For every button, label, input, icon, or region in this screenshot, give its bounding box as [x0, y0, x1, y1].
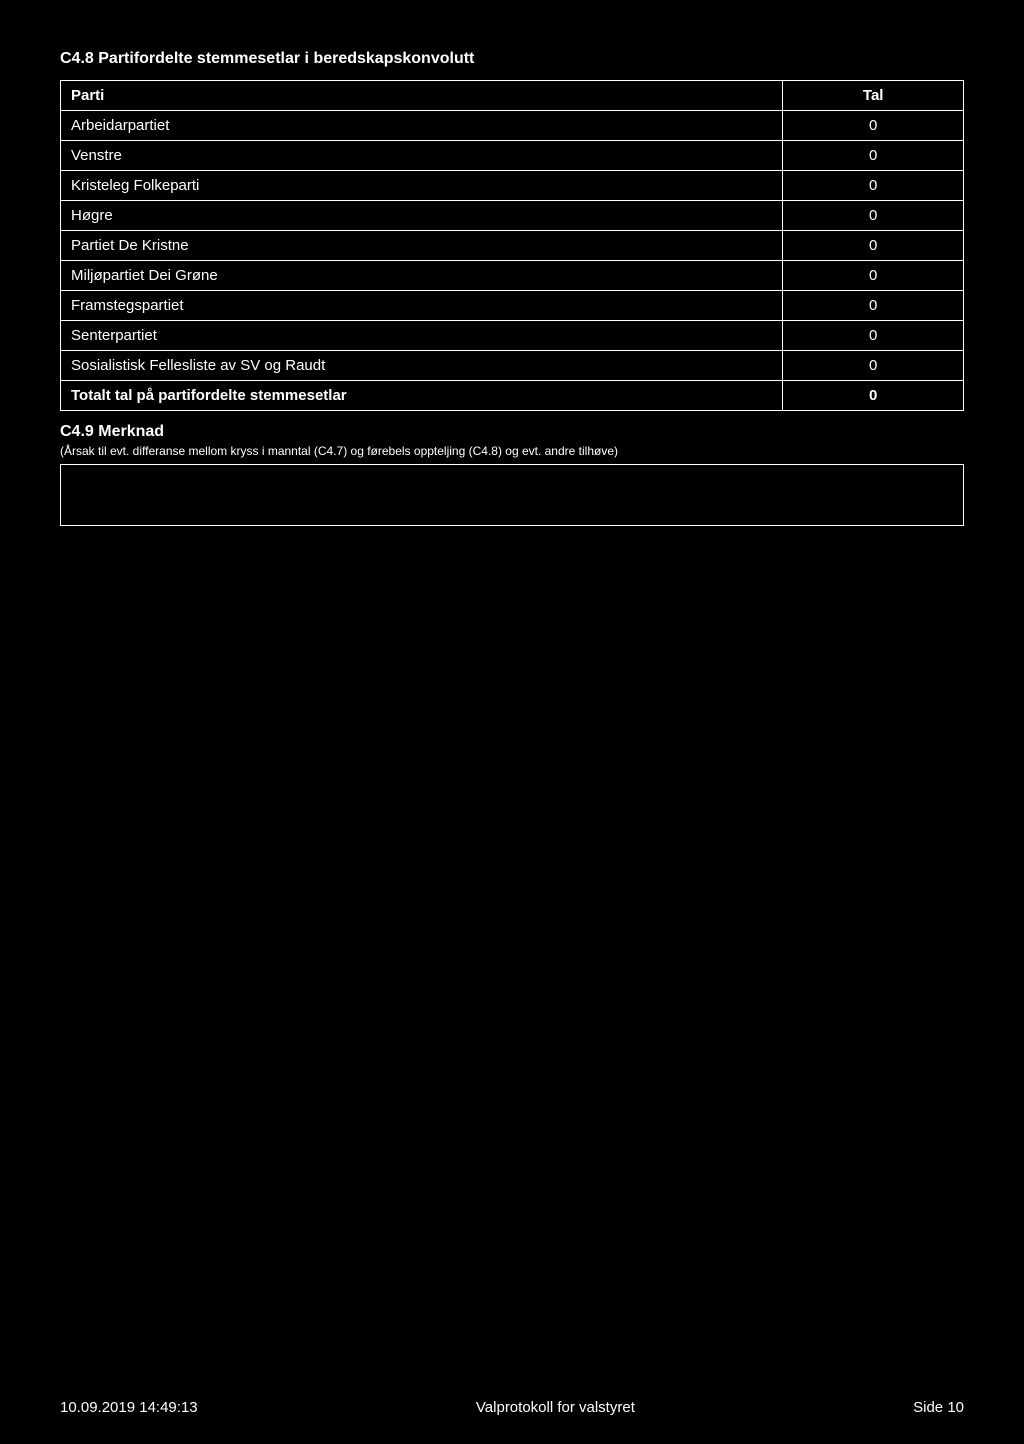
party-value: 0	[783, 261, 964, 291]
party-name: Partiet De Kristne	[61, 231, 783, 261]
table-total-row: Totalt tal på partifordelte stemmesetlar…	[61, 381, 964, 411]
footer-timestamp: 10.09.2019 14:49:13	[60, 1399, 198, 1416]
party-name: Venstre	[61, 141, 783, 171]
total-value: 0	[783, 381, 964, 411]
party-value: 0	[783, 291, 964, 321]
footer-page: Side 10	[913, 1399, 964, 1416]
party-name: Sosialistisk Fellesliste av SV og Raudt	[61, 351, 783, 381]
total-label: Totalt tal på partifordelte stemmesetlar	[61, 381, 783, 411]
table-row: Framstegspartiet0	[61, 291, 964, 321]
party-value: 0	[783, 321, 964, 351]
party-name: Høgre	[61, 201, 783, 231]
page-content: C4.8 Partifordelte stemmesetlar i bereds…	[0, 0, 1024, 526]
party-name: Kristeleg Folkeparti	[61, 171, 783, 201]
party-value: 0	[783, 201, 964, 231]
section-title: C4.8 Partifordelte stemmesetlar i bereds…	[60, 50, 964, 68]
party-value: 0	[783, 141, 964, 171]
table-row: Venstre0	[61, 141, 964, 171]
page-footer: 10.09.2019 14:49:13 Valprotokoll for val…	[60, 1399, 964, 1416]
party-value: 0	[783, 171, 964, 201]
table-header-row: Parti Tal	[61, 81, 964, 111]
party-value: 0	[783, 111, 964, 141]
party-name: Framstegspartiet	[61, 291, 783, 321]
party-value: 0	[783, 351, 964, 381]
merknad-box	[60, 464, 964, 526]
column-header-tal: Tal	[783, 81, 964, 111]
table-row: Sosialistisk Fellesliste av SV og Raudt0	[61, 351, 964, 381]
footer-title: Valprotokoll for valstyret	[476, 1399, 635, 1416]
party-name: Miljøpartiet Dei Grøne	[61, 261, 783, 291]
table-row: Kristeleg Folkeparti0	[61, 171, 964, 201]
merknad-subtitle: (Årsak til evt. differanse mellom kryss …	[60, 444, 964, 458]
table-row: Partiet De Kristne0	[61, 231, 964, 261]
table-row: Miljøpartiet Dei Grøne0	[61, 261, 964, 291]
table-row: Høgre0	[61, 201, 964, 231]
party-name: Senterpartiet	[61, 321, 783, 351]
party-name: Arbeidarpartiet	[61, 111, 783, 141]
column-header-parti: Parti	[61, 81, 783, 111]
party-table: Parti Tal Arbeidarpartiet0Venstre0Kriste…	[60, 80, 964, 411]
merknad-title: C4.9 Merknad	[60, 423, 964, 441]
table-row: Senterpartiet0	[61, 321, 964, 351]
party-value: 0	[783, 231, 964, 261]
table-row: Arbeidarpartiet0	[61, 111, 964, 141]
